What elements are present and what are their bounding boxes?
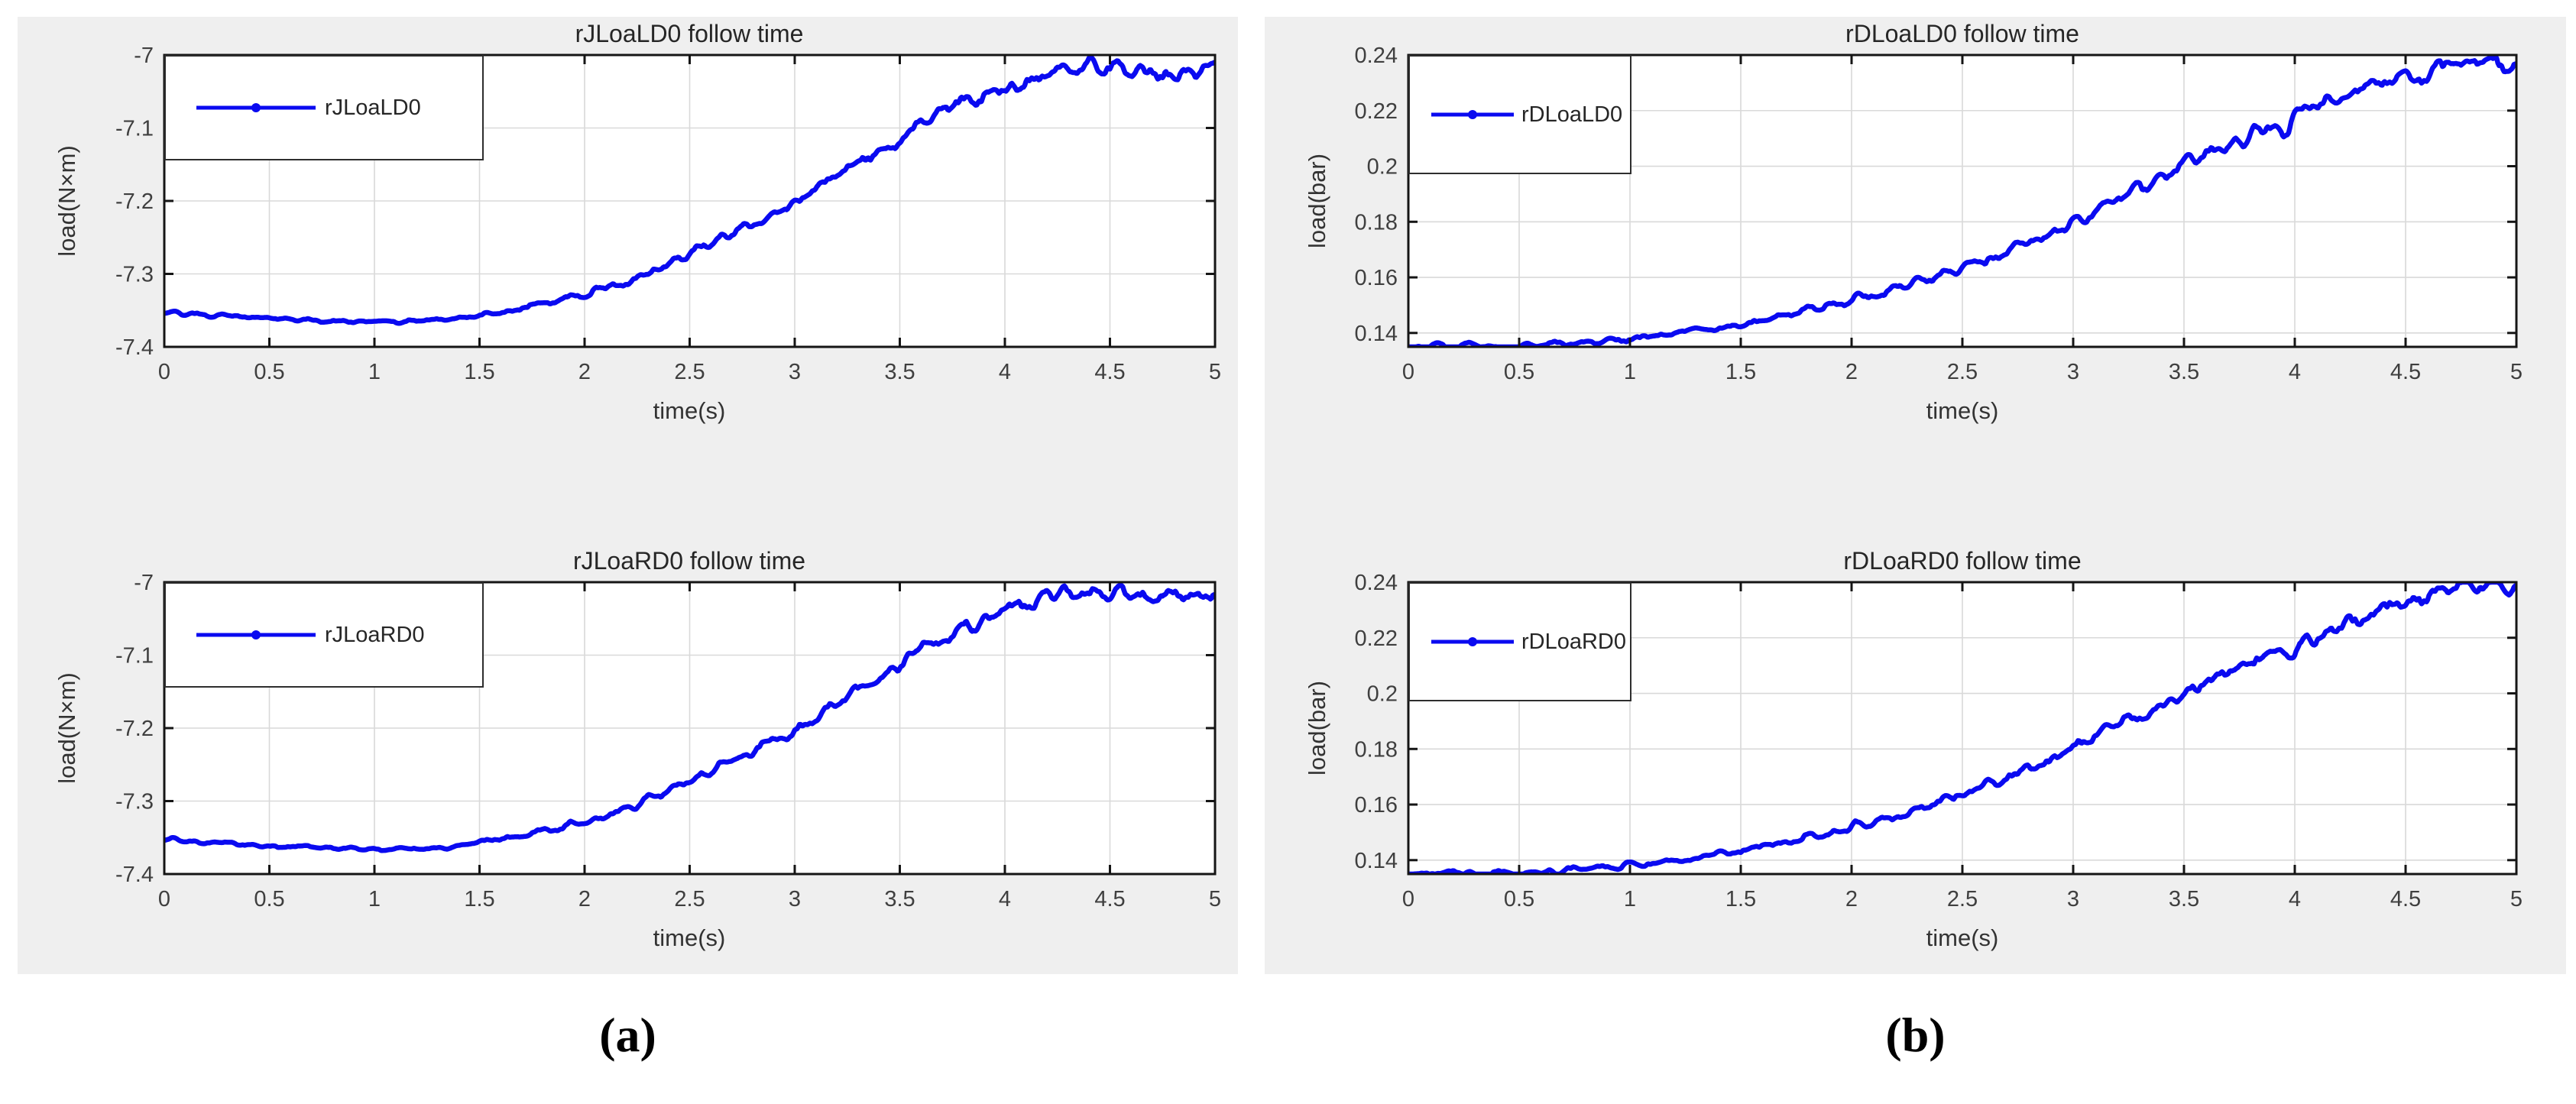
legend-line-icon — [1431, 637, 1514, 646]
svg-text:1: 1 — [368, 887, 381, 911]
svg-text:1.5: 1.5 — [1725, 360, 1756, 384]
svg-text:3.5: 3.5 — [2169, 887, 2199, 911]
svg-text:4.5: 4.5 — [1094, 887, 1125, 911]
svg-text:5: 5 — [1209, 360, 1221, 384]
svg-text:3.5: 3.5 — [884, 360, 915, 384]
svg-text:4.5: 4.5 — [2390, 887, 2421, 911]
svg-text:2.5: 2.5 — [674, 887, 705, 911]
svg-text:5: 5 — [1209, 887, 1221, 911]
svg-text:0.24: 0.24 — [1355, 571, 1398, 595]
svg-text:-7.4: -7.4 — [115, 863, 154, 887]
svg-text:-7.1: -7.1 — [115, 644, 154, 669]
svg-text:-7.3: -7.3 — [115, 263, 154, 287]
svg-text:0.5: 0.5 — [254, 360, 284, 384]
svg-text:-7.3: -7.3 — [115, 790, 154, 814]
legend-label: rJLoaRD0 — [325, 622, 425, 647]
svg-text:1: 1 — [368, 360, 381, 384]
svg-text:0: 0 — [158, 360, 170, 384]
panel-b: 0 0.5 1 1.5 2 2.5 3 3.5 4 4.5 5 0.14 0.16 0.18 0.2 0.22… — [1265, 17, 2566, 974]
legend-rjloard0: rJLoaRD0 — [164, 582, 484, 688]
caption-a: (a) — [599, 1008, 656, 1062]
svg-text:0.24: 0.24 — [1355, 44, 1398, 68]
svg-text:3.5: 3.5 — [884, 887, 915, 911]
svg-text:0.5: 0.5 — [1504, 360, 1534, 384]
svg-text:0: 0 — [158, 887, 170, 911]
legend-label: rDLoaLD0 — [1521, 102, 1623, 127]
svg-text:4: 4 — [2289, 360, 2301, 384]
svg-text:3.5: 3.5 — [2169, 360, 2199, 384]
svg-text:0.5: 0.5 — [1504, 887, 1534, 911]
legend-line-icon — [196, 103, 316, 112]
svg-text:-7.4: -7.4 — [115, 335, 154, 360]
svg-text:1: 1 — [1624, 360, 1636, 384]
svg-text:5: 5 — [2510, 360, 2523, 384]
svg-text:3: 3 — [789, 360, 801, 384]
legend-rdloard0: rDLoaRD0 — [1408, 582, 1631, 701]
svg-text:4: 4 — [999, 887, 1011, 911]
svg-text:0: 0 — [1402, 887, 1414, 911]
svg-text:3: 3 — [2067, 887, 2079, 911]
svg-text:4.5: 4.5 — [1094, 360, 1125, 384]
svg-text:0.16: 0.16 — [1355, 266, 1398, 290]
svg-text:2.5: 2.5 — [674, 360, 705, 384]
svg-text:0: 0 — [1402, 360, 1414, 384]
svg-text:0.22: 0.22 — [1355, 626, 1398, 651]
plot-rdloald0: 0 0.5 1 1.5 2 2.5 3 3.5 4 4.5 5 0.14 0.16 0.18 0.2 0.22… — [1355, 44, 2523, 384]
svg-text:0.2: 0.2 — [1367, 682, 1398, 707]
svg-text:2: 2 — [1845, 360, 1858, 384]
svg-text:-7.2: -7.2 — [115, 189, 154, 214]
svg-text:0.5: 0.5 — [254, 887, 284, 911]
legend-line-icon — [1431, 110, 1514, 119]
svg-text:0.22: 0.22 — [1355, 99, 1398, 124]
svg-text:5: 5 — [2510, 887, 2523, 911]
legend-label: rDLoaRD0 — [1521, 629, 1626, 654]
svg-text:2.5: 2.5 — [1947, 360, 1978, 384]
svg-text:0.14: 0.14 — [1355, 849, 1398, 873]
svg-text:-7: -7 — [134, 571, 154, 595]
svg-text:2: 2 — [1845, 887, 1858, 911]
svg-text:4: 4 — [999, 360, 1011, 384]
svg-text:0.16: 0.16 — [1355, 793, 1398, 817]
caption-b: (b) — [1885, 1008, 1946, 1062]
legend-rdloald0: rDLoaLD0 — [1408, 55, 1631, 174]
svg-text:1.5: 1.5 — [1725, 887, 1756, 911]
svg-text:3: 3 — [789, 887, 801, 911]
svg-text:0.2: 0.2 — [1367, 155, 1398, 180]
legend-line-icon — [196, 630, 316, 639]
svg-text:4.5: 4.5 — [2390, 360, 2421, 384]
svg-text:1: 1 — [1624, 887, 1636, 911]
svg-text:3: 3 — [2067, 360, 2079, 384]
svg-text:-7: -7 — [134, 44, 154, 68]
svg-text:2.5: 2.5 — [1947, 887, 1978, 911]
svg-text:0.18: 0.18 — [1355, 737, 1398, 762]
svg-text:1.5: 1.5 — [464, 360, 494, 384]
legend-label: rJLoaLD0 — [325, 95, 421, 120]
svg-text:-7.1: -7.1 — [115, 117, 154, 141]
svg-text:1.5: 1.5 — [464, 887, 494, 911]
panel-a: 0 0.5 1 1.5 2 2.5 3 3.5 4 4.5 5 -7.4 -7.3 -7.2 -7.1 -7 … — [18, 17, 1238, 974]
svg-text:4: 4 — [2289, 887, 2301, 911]
legend-rjloald0: rJLoaLD0 — [164, 55, 484, 160]
svg-text:0.18: 0.18 — [1355, 210, 1398, 235]
svg-text:2: 2 — [578, 887, 591, 911]
svg-text:0.14: 0.14 — [1355, 322, 1398, 346]
svg-text:2: 2 — [578, 360, 591, 384]
svg-text:-7.2: -7.2 — [115, 717, 154, 741]
